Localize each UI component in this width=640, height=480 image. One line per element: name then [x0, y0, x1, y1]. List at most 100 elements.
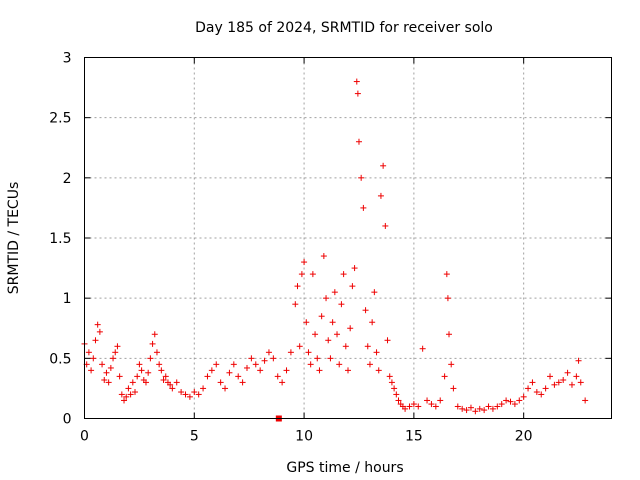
data-point [204, 373, 211, 380]
data-point [437, 397, 444, 404]
data-point [380, 162, 387, 169]
data-point [125, 385, 132, 392]
data-point [377, 192, 384, 199]
data-point [345, 367, 351, 374]
data-point [149, 340, 156, 347]
data-point [90, 355, 97, 362]
data-point [366, 361, 373, 368]
data-point [362, 307, 369, 314]
data-point [178, 389, 185, 396]
grid [84, 57, 612, 419]
data-point [454, 403, 461, 410]
data-point [507, 398, 514, 405]
data-point [373, 349, 380, 356]
data-point [520, 393, 527, 400]
data-point [472, 408, 479, 415]
data-point [446, 331, 453, 338]
data-point [334, 331, 341, 338]
data-point [358, 174, 365, 181]
chart-title: Day 185 of 2024, SRMTID for receiver sol… [195, 20, 493, 36]
data-point [529, 379, 536, 386]
data-point [382, 222, 389, 229]
data-point [85, 349, 92, 356]
data-point [118, 391, 125, 398]
data-point [375, 367, 382, 374]
data-point [191, 389, 198, 396]
data-point [351, 265, 358, 272]
data-point [336, 361, 343, 368]
data-point [577, 379, 584, 386]
y-tick-label: 2 [63, 171, 72, 187]
data-point [248, 355, 255, 362]
data-point [364, 343, 371, 350]
data-point [542, 385, 549, 392]
y-tick-label: 1 [63, 291, 72, 307]
data-point [107, 364, 114, 371]
data-point [391, 385, 398, 392]
y-axis-label: SRMTID / TECUs [6, 182, 22, 295]
data-point [138, 367, 145, 374]
data-point [158, 367, 165, 374]
data-point [200, 385, 207, 392]
data-point [410, 401, 417, 408]
data-point [132, 389, 139, 396]
data-point [560, 376, 567, 383]
data-point [325, 337, 332, 344]
data-point [342, 343, 349, 350]
data-point [121, 397, 128, 404]
data-point [459, 405, 466, 412]
data-point [444, 295, 451, 302]
data-point [114, 343, 121, 350]
data-point [217, 379, 224, 386]
data-point [283, 367, 290, 374]
data-point [94, 321, 101, 328]
data-point [575, 357, 582, 364]
data-point [162, 373, 169, 380]
data-point [301, 259, 308, 266]
data-point [116, 373, 123, 380]
x-tick-label: 20 [515, 429, 533, 445]
data-point [88, 367, 95, 374]
data-point [481, 407, 488, 414]
data-point [573, 373, 580, 380]
data-point [340, 271, 347, 278]
data-point [261, 357, 268, 364]
data-point [568, 381, 575, 388]
x-tick-label: 5 [190, 429, 199, 445]
data-point [494, 403, 501, 410]
data-point [582, 397, 589, 404]
data-point [395, 397, 402, 404]
data-point [329, 319, 336, 326]
data-point [230, 361, 237, 368]
data-point [564, 369, 571, 376]
data-point [274, 373, 281, 380]
data-point [476, 405, 483, 412]
x-tick-label: 10 [295, 429, 313, 445]
data-point [167, 381, 174, 388]
data-point [485, 403, 492, 410]
data-point [419, 345, 426, 352]
data-point [450, 385, 457, 392]
y-tick-label: 0 [63, 412, 72, 428]
data-point [252, 361, 259, 368]
data-point [323, 295, 330, 302]
data-point [441, 373, 448, 380]
data-point [463, 407, 470, 414]
data-point [123, 393, 130, 400]
data-point [103, 369, 110, 376]
y-tick-label: 2.5 [49, 111, 71, 127]
data-point [402, 405, 409, 412]
data-point [369, 319, 376, 326]
data-point [195, 391, 202, 398]
data-point [386, 373, 393, 380]
data-point [173, 379, 180, 386]
x-axis-label: GPS time / hours [286, 460, 403, 476]
data-point [127, 391, 134, 398]
data-point [208, 367, 215, 374]
data-point [360, 204, 367, 211]
data-point [99, 361, 106, 368]
data-point [169, 385, 176, 392]
data-point [516, 397, 523, 404]
data-point [371, 289, 378, 296]
